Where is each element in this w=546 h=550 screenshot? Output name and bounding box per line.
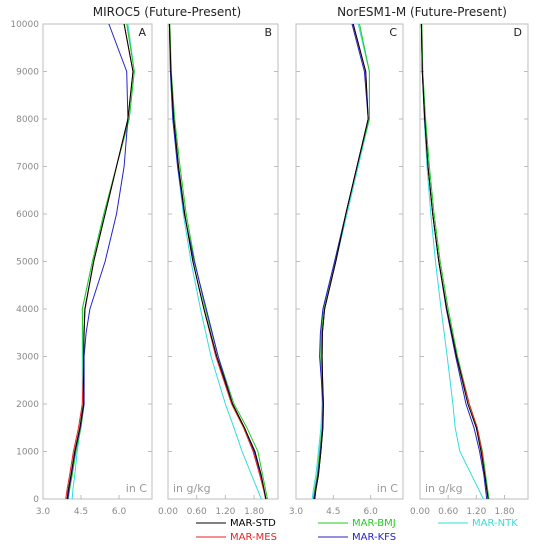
panels: 0 1000 2000 3000 4000 5000 6000 7000 8000 9000 100… xyxy=(10,20,529,517)
series-line-mar-mes xyxy=(65,23,134,500)
panel-B: 0.00 0.60 1.20 1.80 Bin g/kg xyxy=(158,23,279,517)
unit-label: in g/kg xyxy=(425,482,463,495)
legend-label: MAR-NTK xyxy=(472,518,518,529)
panel-frame xyxy=(42,23,153,500)
panel-C: 3.0 4.5 6.0 Cin C xyxy=(289,23,404,517)
y-tick-label: 6000 xyxy=(16,210,39,220)
legend-item: MAR-NTK xyxy=(438,518,518,529)
panel-frame xyxy=(295,23,404,500)
x-tick-label: 0.00 xyxy=(410,507,430,517)
legend-item: MAR-BMJ xyxy=(318,518,396,529)
series-line-mar-mes xyxy=(168,23,267,500)
x-tick-label: 6.0 xyxy=(112,507,127,517)
panel-letter: A xyxy=(138,26,146,39)
x-tick-label: 1.20 xyxy=(466,507,486,517)
unit-label: in C xyxy=(126,482,148,495)
series-line-mar-bmj xyxy=(169,23,268,500)
panel-letter: D xyxy=(514,26,522,39)
y-tick-label: 8000 xyxy=(16,115,39,125)
series-line-mar-kfs xyxy=(168,23,267,500)
y-tick-label: 4000 xyxy=(16,305,39,315)
panel-letter: C xyxy=(389,26,397,39)
series-line-mar-ntk xyxy=(168,23,262,500)
panel-A: 0 1000 2000 3000 4000 5000 6000 7000 8000 9000 100… xyxy=(10,20,153,517)
series-line-mar-std xyxy=(66,23,134,500)
right-title: NorESM1-M (Future-Present) xyxy=(337,5,507,19)
legend-label: MAR-KFS xyxy=(352,532,396,543)
legend-item: MAR-KFS xyxy=(318,532,396,543)
x-tick-label: 6.0 xyxy=(363,507,378,517)
x-tick-label: 0.60 xyxy=(187,507,207,517)
x-tick-label: 3.0 xyxy=(289,507,304,517)
y-tick-label: 7000 xyxy=(16,163,39,173)
legend: MAR-STD MAR-BMJ MAR-NTK MAR-MES MAR-KFS xyxy=(196,518,518,543)
series-line-mar-bmj xyxy=(312,23,370,500)
y-tick-label: 5000 xyxy=(16,258,39,268)
x-tick-label: 0.60 xyxy=(438,507,458,517)
y-tick-label: 1000 xyxy=(16,448,39,458)
y-tick-label: 0 xyxy=(33,495,39,505)
legend-label: MAR-BMJ xyxy=(352,518,396,529)
legend-label: MAR-STD xyxy=(230,518,276,529)
legend-item: MAR-STD xyxy=(196,518,276,529)
x-tick-label: 1.80 xyxy=(494,507,514,517)
y-tick-label: 10000 xyxy=(10,20,39,30)
x-tick-label: 0.00 xyxy=(158,507,178,517)
series-line-mar-std xyxy=(420,23,489,500)
panel-letter: B xyxy=(264,26,272,39)
x-tick-label: 1.20 xyxy=(215,507,235,517)
series-line-mar-std xyxy=(168,23,267,500)
panel-frame xyxy=(167,23,279,500)
x-tick-label: 3.0 xyxy=(36,507,51,517)
series-line-mar-kfs xyxy=(313,23,369,500)
panel-D: 0.00 0.60 1.20 1.80 Din g/kg xyxy=(410,23,529,517)
x-tick-label: 4.5 xyxy=(326,507,340,517)
y-tick-label: 9000 xyxy=(16,68,39,78)
y-tick-label: 3000 xyxy=(16,353,39,363)
series-line-mar-std xyxy=(314,23,369,500)
series-line-mar-kfs xyxy=(67,23,129,500)
series-line-mar-ntk xyxy=(71,23,135,500)
series-line-mar-ntk xyxy=(311,23,370,500)
legend-item: MAR-MES xyxy=(196,532,277,543)
left-title: MIROC5 (Future-Present) xyxy=(93,5,241,19)
x-tick-label: 4.5 xyxy=(74,507,88,517)
legend-label: MAR-MES xyxy=(230,532,277,543)
y-tick-label: 2000 xyxy=(16,400,39,410)
x-tick-label: 1.80 xyxy=(244,507,264,517)
series-line-mar-bmj xyxy=(67,23,135,500)
unit-label: in g/kg xyxy=(173,482,211,495)
unit-label: in C xyxy=(377,482,399,495)
